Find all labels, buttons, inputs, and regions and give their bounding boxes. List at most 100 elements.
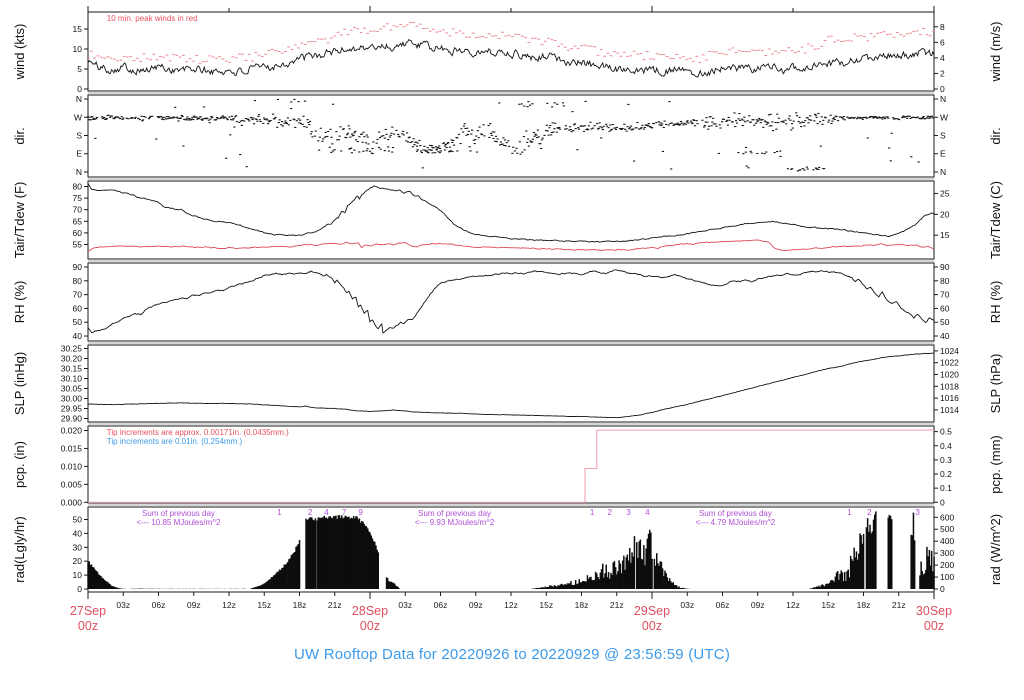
- dir-point: [782, 121, 785, 123]
- dir-point: [416, 142, 419, 144]
- dir-point: [469, 150, 472, 152]
- rad-bar: [369, 532, 371, 589]
- dir-point: [221, 115, 224, 117]
- dir-point: [745, 165, 748, 167]
- dir-point: [165, 118, 168, 120]
- dir-point: [822, 119, 825, 121]
- rad-bar: [583, 581, 585, 589]
- rad-bar: [295, 546, 297, 589]
- rad-bar: [587, 578, 590, 589]
- dir-point: [495, 141, 498, 143]
- dir-point: [252, 117, 255, 119]
- dir-point: [808, 119, 811, 121]
- dir-point: [647, 125, 650, 127]
- dir-point: [290, 108, 293, 110]
- rad-bar: [582, 581, 584, 589]
- dir-point: [921, 117, 924, 119]
- dir-point: [345, 137, 348, 139]
- rad-bar: [284, 564, 287, 589]
- rad-daysum-value: <--- 10.85 MJoules/m^2: [136, 518, 221, 527]
- rad-bar: [858, 553, 860, 589]
- dir-point: [332, 103, 335, 105]
- dir-point: [803, 169, 806, 171]
- dir-point: [872, 117, 875, 119]
- dir-point: [582, 125, 585, 127]
- rad-bar: [262, 584, 264, 589]
- dir-point: [323, 136, 326, 138]
- rad-bar: [666, 577, 669, 589]
- tick-label-right-wind: 0: [940, 84, 945, 94]
- dir-point: [752, 119, 755, 121]
- dir-point: [415, 145, 419, 147]
- x-hour-label: 03z: [116, 600, 130, 610]
- rad-bar: [920, 561, 922, 589]
- dir-point: [306, 119, 309, 121]
- dir-point: [462, 125, 465, 127]
- rad-bar: [298, 540, 301, 589]
- dir-point: [577, 128, 581, 130]
- dir-point: [444, 144, 447, 146]
- dir-point: [875, 117, 878, 119]
- rad-bar: [633, 536, 636, 589]
- panel-frame-rh: [87, 262, 935, 342]
- dir-point: [161, 117, 164, 119]
- axis-label-right-temp: Tair/Tdew (C): [988, 181, 1003, 259]
- rad-bar: [668, 578, 671, 589]
- rad-bar: [840, 570, 842, 589]
- rad-bar: [640, 558, 643, 589]
- rad-bar: [250, 588, 253, 589]
- dir-point: [331, 143, 334, 145]
- dir-point: [488, 136, 491, 138]
- rad-bar: [114, 587, 116, 589]
- rad-bar: [821, 584, 824, 589]
- rad-bar: [89, 565, 92, 589]
- x-hour-label: 12z: [222, 600, 236, 610]
- dir-point: [927, 117, 930, 119]
- dir-point: [239, 120, 243, 122]
- rad-bar: [282, 567, 284, 589]
- tick-label-right-wind: 2: [940, 68, 945, 78]
- dir-point: [766, 121, 769, 123]
- dir-point: [878, 116, 881, 118]
- x-hour-label: 09z: [187, 600, 201, 610]
- dir-point: [489, 132, 493, 134]
- dir-point: [846, 116, 849, 118]
- dir-point: [602, 125, 605, 127]
- rad-bar: [812, 587, 814, 589]
- dir-point: [426, 147, 429, 149]
- rad-bar: [683, 588, 685, 589]
- dir-point: [202, 118, 205, 120]
- dir-point: [216, 117, 220, 119]
- dir-point: [304, 100, 307, 102]
- tick-label-left-rad: 0: [77, 584, 82, 594]
- rad-bar: [889, 515, 892, 589]
- x-hour-label: 09z: [469, 600, 483, 610]
- dir-point: [489, 123, 492, 125]
- dir-point: [577, 127, 580, 129]
- dir-point: [886, 116, 889, 118]
- dir-point: [692, 119, 695, 121]
- dir-point: [375, 142, 378, 144]
- rad-bar: [254, 587, 256, 589]
- rad-bar: [257, 586, 260, 589]
- rad-bar: [638, 541, 640, 589]
- dir-point: [201, 119, 204, 121]
- dir-point: [451, 151, 454, 153]
- dir-point: [216, 117, 219, 119]
- dir-point: [746, 120, 749, 122]
- dir-point: [580, 125, 583, 127]
- rad-bar: [558, 585, 560, 589]
- dir-point: [240, 124, 243, 126]
- dir-point: [758, 119, 762, 121]
- dir-point: [931, 117, 934, 119]
- rad-bar: [590, 576, 592, 589]
- dir-point: [147, 118, 150, 120]
- dir-point: [103, 117, 106, 119]
- dir-point: [157, 117, 160, 119]
- rad-bar: [274, 574, 276, 589]
- dir-point: [633, 160, 636, 162]
- tick-label-left-slp: 29.95: [61, 404, 83, 414]
- dir-point: [534, 133, 537, 135]
- x-hour-label: 15z: [539, 600, 553, 610]
